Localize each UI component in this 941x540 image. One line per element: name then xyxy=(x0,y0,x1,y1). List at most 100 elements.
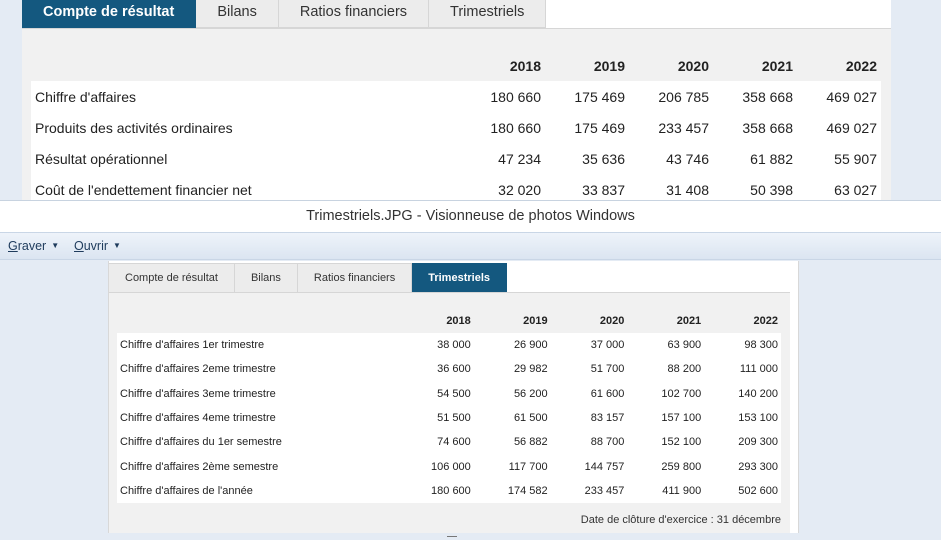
cell-value: 180 660 xyxy=(461,112,545,143)
cell-value: 51 500 xyxy=(397,405,474,431)
table-row: Chiffre d'affaires 180 660 175 469 206 7… xyxy=(31,81,881,112)
cell-value: 180 660 xyxy=(461,81,545,112)
cell-value: 411 900 xyxy=(627,478,705,504)
row-label: Chiffre d'affaires 3eme trimestre xyxy=(117,381,397,406)
background-window: Compte de résultat Bilans Ratios financi… xyxy=(0,0,941,205)
inner-tab-bilans: Bilans xyxy=(234,263,298,292)
table-row: Chiffre d'affaires 2eme trimestre 36 600… xyxy=(117,357,781,382)
table-row: Chiffre d'affaires 3eme trimestre 54 500… xyxy=(117,381,781,406)
open-menu-button[interactable]: Ouvrir ▼ xyxy=(74,239,121,253)
chevron-down-icon: ▼ xyxy=(113,241,121,250)
cell-value: 32 020 xyxy=(461,174,545,205)
cell-value: 469 027 xyxy=(797,81,881,112)
open-menu-label: uvrir xyxy=(83,239,109,253)
cell-value: 259 800 xyxy=(627,454,705,479)
cell-value: 43 746 xyxy=(629,143,713,174)
quarterly-table: 2018 2019 2020 2021 2022 Chiffre d'affai… xyxy=(117,309,781,504)
cell-value: 233 457 xyxy=(629,112,713,143)
table-row: Chiffre d'affaires de l'année 180 600 17… xyxy=(117,478,781,504)
header-label-cell xyxy=(31,51,461,81)
row-label: Produits des activités ordinaires xyxy=(31,112,461,143)
burn-menu-accesskey: G xyxy=(8,239,18,253)
table-row: Produits des activités ordinaires 180 66… xyxy=(31,112,881,143)
cell-value: 111 000 xyxy=(704,357,781,382)
cell-value: 83 157 xyxy=(550,405,628,431)
year-header: 2018 xyxy=(509,58,541,74)
cell-value: 54 500 xyxy=(397,381,474,406)
burn-menu-button[interactable]: Graver ▼ xyxy=(8,239,59,253)
row-label: Chiffre d'affaires 2ème semestre xyxy=(117,454,397,479)
fiscal-year-footnote: Date de clôture d'exercice : 31 décembre xyxy=(580,514,781,526)
row-label: Chiffre d'affaires 2eme trimestre xyxy=(117,357,397,382)
cell-value: 36 600 xyxy=(397,357,474,382)
cell-value: 38 000 xyxy=(397,333,474,358)
row-label: Chiffre d'affaires de l'année xyxy=(117,478,397,504)
cell-value: 63 027 xyxy=(797,174,881,205)
cell-value: 35 636 xyxy=(545,143,629,174)
open-menu-accesskey: O xyxy=(74,239,84,253)
cell-value: 502 600 xyxy=(704,478,781,504)
table-row: Résultat opérationnel 47 234 35 636 43 7… xyxy=(31,143,881,174)
cell-value: 50 398 xyxy=(713,174,797,205)
cell-value: 174 582 xyxy=(473,478,551,504)
cell-value: 358 668 xyxy=(713,81,797,112)
table-header-row: 2018 2019 2020 2021 2022 xyxy=(117,309,781,333)
displayed-image: Compte de résultat Bilans Ratios financi… xyxy=(108,261,799,533)
top-tab-bilans[interactable]: Bilans xyxy=(196,0,279,28)
cell-value: 469 027 xyxy=(797,112,881,143)
row-label: Résultat opérationnel xyxy=(31,143,461,174)
cell-value: 88 700 xyxy=(550,430,628,455)
cell-value: 33 837 xyxy=(545,174,629,205)
cell-value: 88 200 xyxy=(627,357,705,382)
cell-value: 106 000 xyxy=(397,454,474,479)
row-label: Coût de l'endettement financier net xyxy=(31,174,461,205)
inner-tab-bar: Compte de résultat Bilans Ratios financi… xyxy=(109,263,507,292)
top-tab-ratios-financiers[interactable]: Ratios financiers xyxy=(278,0,430,28)
table-row: Chiffre d'affaires 4eme trimestre 51 500… xyxy=(117,405,781,431)
cell-value: 61 882 xyxy=(713,143,797,174)
cell-value: 206 785 xyxy=(629,81,713,112)
cell-value: 47 234 xyxy=(461,143,545,174)
inner-tab-ratios-financiers: Ratios financiers xyxy=(297,263,413,292)
row-label: Chiffre d'affaires du 1er semestre xyxy=(117,430,397,455)
cell-value: 293 300 xyxy=(704,454,781,479)
top-tab-compte-de-resultat[interactable]: Compte de résultat xyxy=(22,0,197,28)
year-header: 2021 xyxy=(676,315,702,327)
cell-value: 233 457 xyxy=(550,478,628,504)
cell-value: 180 600 xyxy=(397,478,474,504)
year-header: 2022 xyxy=(753,315,778,327)
cell-value: 37 000 xyxy=(550,333,628,358)
cell-value: 74 600 xyxy=(397,430,474,455)
year-header: 2020 xyxy=(677,58,709,74)
cell-value: 358 668 xyxy=(713,112,797,143)
top-table-panel: 2018 2019 2020 2021 2022 Chiffre d'affai… xyxy=(22,28,891,205)
year-header: 2019 xyxy=(593,58,625,74)
top-tab-trimestriels[interactable]: Trimestriels xyxy=(429,0,547,28)
header-label-cell xyxy=(117,309,397,333)
table-row: Chiffre d'affaires 1er trimestre 38 000 … xyxy=(117,333,781,358)
cell-value: 63 900 xyxy=(627,333,705,358)
cell-value: 117 700 xyxy=(473,454,551,479)
cell-value: 26 900 xyxy=(473,333,551,358)
cell-value: 31 408 xyxy=(629,174,713,205)
cell-value: 175 469 xyxy=(545,81,629,112)
year-header: 2020 xyxy=(599,315,625,327)
inner-table-panel: 2018 2019 2020 2021 2022 Chiffre d'affai… xyxy=(109,292,790,533)
cell-value: 144 757 xyxy=(550,454,628,479)
viewer-toolbar: Graver ▼ Ouvrir ▼ xyxy=(0,232,941,260)
cell-value: 29 982 xyxy=(473,357,551,382)
inner-tab-trimestriels: Trimestriels xyxy=(412,263,507,292)
cell-value: 102 700 xyxy=(627,381,705,406)
cell-value: 175 469 xyxy=(545,112,629,143)
chevron-down-icon: ▼ xyxy=(51,241,60,250)
top-financial-table: 2018 2019 2020 2021 2022 Chiffre d'affai… xyxy=(31,51,881,205)
inner-tab-compte-de-resultat: Compte de résultat xyxy=(109,263,235,292)
cell-value: 61 600 xyxy=(550,381,628,406)
year-header: 2018 xyxy=(446,315,471,327)
row-label: Chiffre d'affaires 1er trimestre xyxy=(117,333,397,358)
cell-value: 51 700 xyxy=(550,357,628,382)
cell-value: 56 882 xyxy=(473,430,551,455)
row-label: Chiffre d'affaires 4eme trimestre xyxy=(117,405,397,431)
row-label: Chiffre d'affaires xyxy=(31,81,461,112)
cell-value: 152 100 xyxy=(627,430,705,455)
